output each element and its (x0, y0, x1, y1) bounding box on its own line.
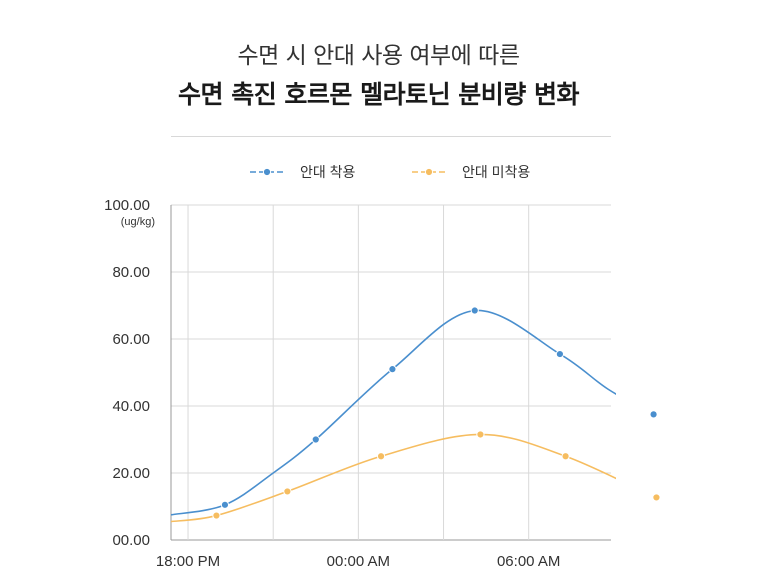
data-point (212, 511, 221, 520)
y-tick-label: 20.00 (112, 465, 150, 482)
data-point (561, 452, 570, 461)
y-axis-unit: (ug/kg) (121, 216, 155, 228)
data-point (476, 430, 485, 439)
data-point (649, 410, 658, 419)
legend-label: 안대 착용 (300, 164, 356, 180)
title-divider (171, 136, 611, 137)
series-line-2 (171, 433, 616, 523)
data-point (220, 500, 230, 509)
legend-item-2: 안대 미착용 (412, 164, 530, 180)
series-line-1 (171, 309, 616, 516)
data-point (283, 487, 292, 496)
legend-item-1: 안대 착용 (250, 164, 356, 180)
chart-title-line1: 수면 시 안대 사용 여부에 따른 (237, 43, 520, 69)
data-point (311, 435, 320, 444)
y-tick-label: 100.00 (104, 197, 150, 214)
data-point (470, 306, 479, 315)
data-point (388, 365, 397, 374)
y-tick-label: 40.00 (112, 398, 150, 415)
y-tick-label: 00.00 (112, 532, 150, 549)
x-tick-label: 18:00 PM (156, 553, 220, 570)
legend-swatch-marker (424, 167, 434, 177)
data-point (652, 493, 661, 502)
y-tick-label: 60.00 (112, 331, 150, 348)
chart-title-line2: 수면 촉진 호르몬 멜라토닌 분비량 변화 (177, 80, 580, 109)
x-tick-label: 06:00 AM (497, 553, 560, 570)
legend-label: 안대 미착용 (462, 164, 530, 180)
x-tick-label: 00:00 AM (327, 553, 390, 570)
y-tick-label: 80.00 (112, 264, 150, 281)
data-point (555, 349, 565, 359)
data-point (376, 452, 386, 461)
legend-swatch-marker (262, 167, 272, 177)
